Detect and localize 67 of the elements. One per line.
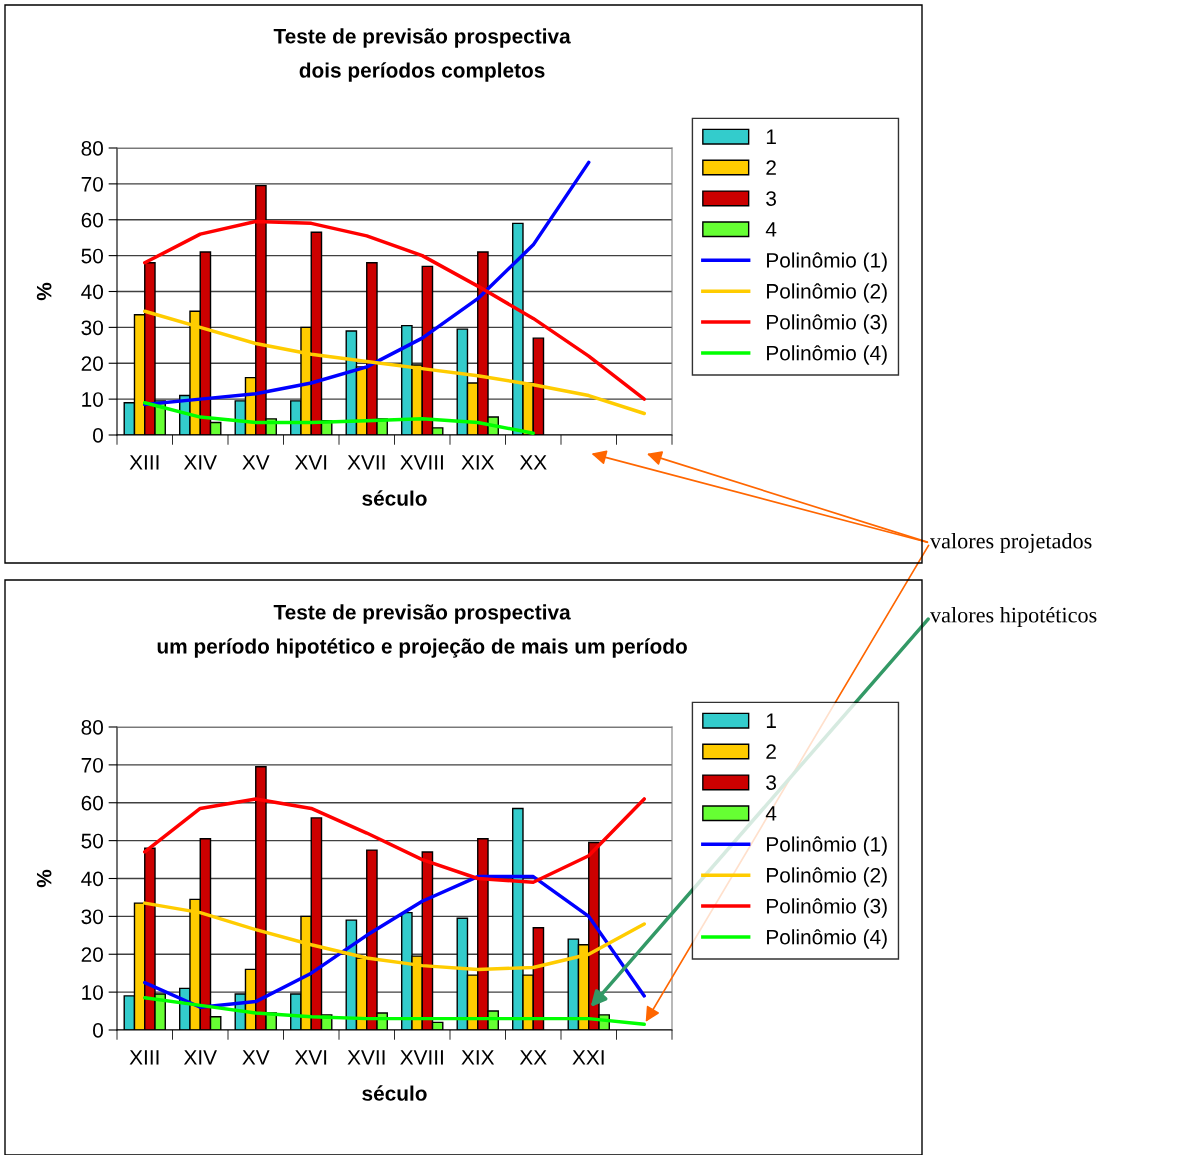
x-tick-label: XIII	[129, 455, 159, 470]
x-tick-label: XVI	[294, 455, 327, 470]
legend-label: 3	[766, 775, 776, 790]
y-tick-label: 80	[81, 141, 103, 156]
x-tick-label: XVIII	[400, 1050, 443, 1065]
y-tick-label: 40	[81, 284, 103, 300]
x-axis-title: século	[362, 1085, 427, 1101]
y-tick-label: 40	[81, 871, 103, 887]
x-tick-label: XVII	[347, 1050, 385, 1065]
y-axis-title: %	[36, 869, 52, 888]
legend-label: Polinômio (2)	[767, 867, 887, 887]
x-tick-label: XIX	[461, 455, 495, 470]
y-tick-label: 0	[93, 1023, 103, 1038]
line-series	[143, 400, 535, 435]
chart-subtitle: dois períodos completos	[299, 62, 545, 82]
legend-label: 4	[765, 806, 777, 821]
y-axis-title: %	[36, 282, 52, 301]
y-tick-label: 0	[93, 428, 103, 443]
line-series	[143, 160, 591, 407]
x-tick-label: XV	[242, 455, 270, 470]
y-tick-label: 10	[82, 392, 103, 407]
x-tick-label: XVI	[294, 1050, 327, 1065]
chart-subtitle: um período hipotético e projeção de mais um período	[157, 638, 687, 658]
legend-label: 2	[766, 160, 776, 175]
legend-label: Polinômio (4)	[767, 929, 887, 949]
legend-label: Polinômio (3)	[767, 314, 887, 334]
x-tick-label: XVIII	[400, 455, 443, 470]
y-tick-label: 80	[81, 720, 103, 735]
y-tick-label: 50	[81, 248, 103, 264]
x-tick-label: XXI	[572, 1050, 604, 1065]
line-series	[143, 874, 646, 1010]
y-tick-label: 20	[81, 356, 103, 371]
legend-label: 3	[766, 191, 776, 206]
y-tick-label: 60	[81, 212, 103, 228]
y-tick-label: 30	[81, 320, 103, 336]
x-tick-label: XX	[519, 1050, 547, 1065]
legend-label: 2	[766, 744, 776, 759]
x-tick-label: XIV	[183, 1050, 217, 1065]
line-series	[143, 797, 646, 885]
y-tick-label: 50	[81, 833, 103, 849]
x-tick-label: XVII	[347, 455, 385, 470]
line-series	[143, 219, 646, 401]
text: valores hipotéticos	[930, 606, 1097, 628]
y-tick-label: 70	[81, 757, 103, 773]
x-tick-label: XX	[519, 455, 547, 470]
legend-label: Polinômio (1)	[767, 252, 887, 272]
legend-label: Polinômio (3)	[767, 898, 887, 918]
legend-label: Polinômio (4)	[767, 345, 887, 365]
chart-title: Teste de previsão prospectiva	[273, 604, 571, 624]
x-tick-label: XIV	[183, 455, 217, 470]
legend-label: 4	[765, 222, 777, 237]
y-tick-label: 20	[81, 947, 103, 962]
y-tick-label: 30	[81, 909, 103, 925]
chart-title: Teste de previsão prospectiva	[273, 28, 571, 48]
legend-label: 1	[766, 129, 776, 144]
legend-label: 1	[766, 713, 776, 728]
x-tick-label: XIX	[461, 1050, 495, 1065]
y-tick-label: 10	[82, 985, 103, 1000]
x-tick-label: XV	[242, 1050, 270, 1065]
text: valores projetados	[930, 532, 1092, 554]
y-tick-label: 60	[81, 795, 103, 811]
legend-label: Polinômio (1)	[767, 836, 887, 856]
x-axis-title: século	[362, 490, 427, 506]
line-series	[143, 996, 646, 1027]
legend-label: Polinômio (2)	[767, 283, 887, 303]
y-tick-label: 70	[81, 176, 103, 192]
x-tick-label: XIII	[129, 1050, 159, 1065]
